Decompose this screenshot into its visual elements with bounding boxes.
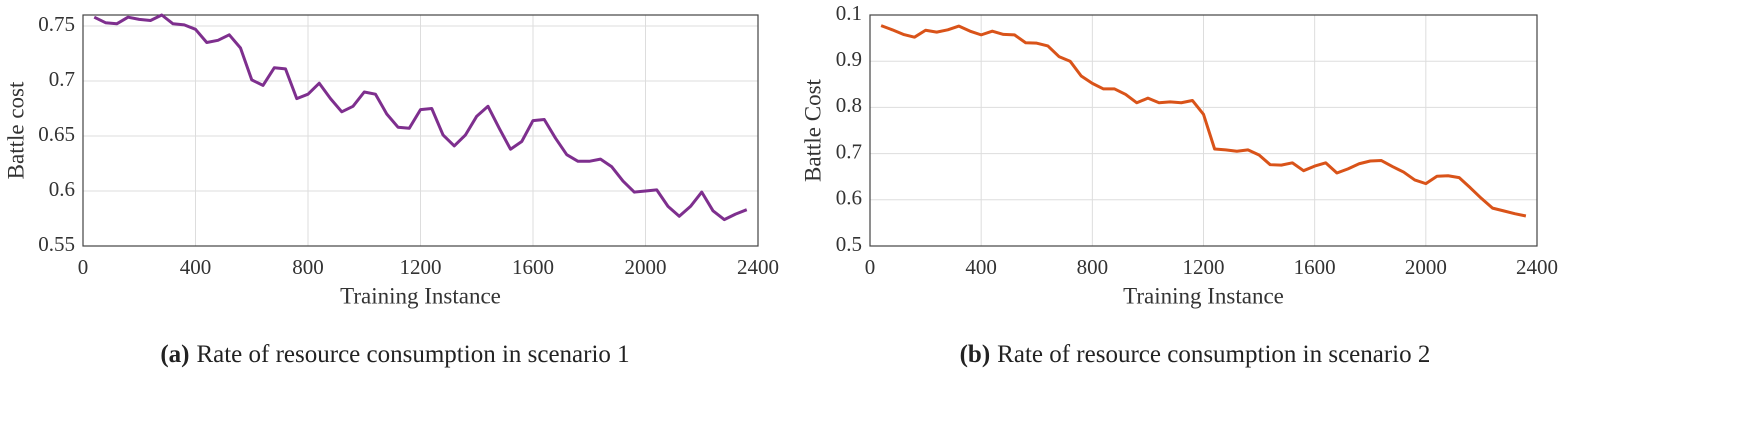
x-tick-label: 0 [865,255,876,279]
plot-frame [82,14,759,247]
y-tick-label: 0.6 [49,177,75,201]
y-tick-label: 0.75 [38,12,75,36]
x-tick-label: 800 [1077,255,1109,279]
x-axis-label: Training Instance [340,283,501,308]
x-tick-label: 2400 [737,255,779,279]
caption-label: (b) [960,341,991,368]
data-line [93,13,748,222]
y-tick-label: 0.6 [836,186,862,210]
caption: (b) Rate of resource consumption in scena… [960,341,1431,368]
y-tick-label: 0.65 [38,122,75,146]
plot-frame [869,14,1538,247]
x-tick-label: 1600 [1294,255,1336,279]
x-tick-label: 2000 [625,255,667,279]
x-tick-label: 2400 [1516,255,1558,279]
caption-text: Rate of resource consumption in scenario… [196,341,629,368]
x-tick-label: 400 [180,255,212,279]
y-tick-label: 0.5 [836,232,862,256]
x-tick-label: 1600 [512,255,554,279]
x-tick-label: 1200 [400,255,442,279]
caption-label: (a) [160,341,189,368]
x-tick-label: 800 [292,255,324,279]
x-tick-label: 2000 [1405,255,1447,279]
x-tick-label: 400 [965,255,997,279]
data-line [880,24,1527,218]
x-tick-label: 0 [78,255,89,279]
y-tick-label: 0.7 [49,67,75,91]
y-axis-label: Battle Cost [800,78,825,181]
x-axis-label: Training Instance [1123,283,1284,308]
y-tick-label: 0.55 [38,232,75,256]
caption: (a) Rate of resource consumption in scena… [160,341,629,368]
caption-text: Rate of resource consumption in scenario… [997,341,1430,368]
x-tick-label: 1200 [1183,255,1225,279]
y-tick-label: 0.1 [836,1,862,25]
y-tick-label: 0.8 [836,93,862,117]
y-tick-label: 0.7 [836,139,862,163]
y-tick-label: 0.9 [836,47,862,71]
y-axis-label: Battle cost [3,81,28,179]
